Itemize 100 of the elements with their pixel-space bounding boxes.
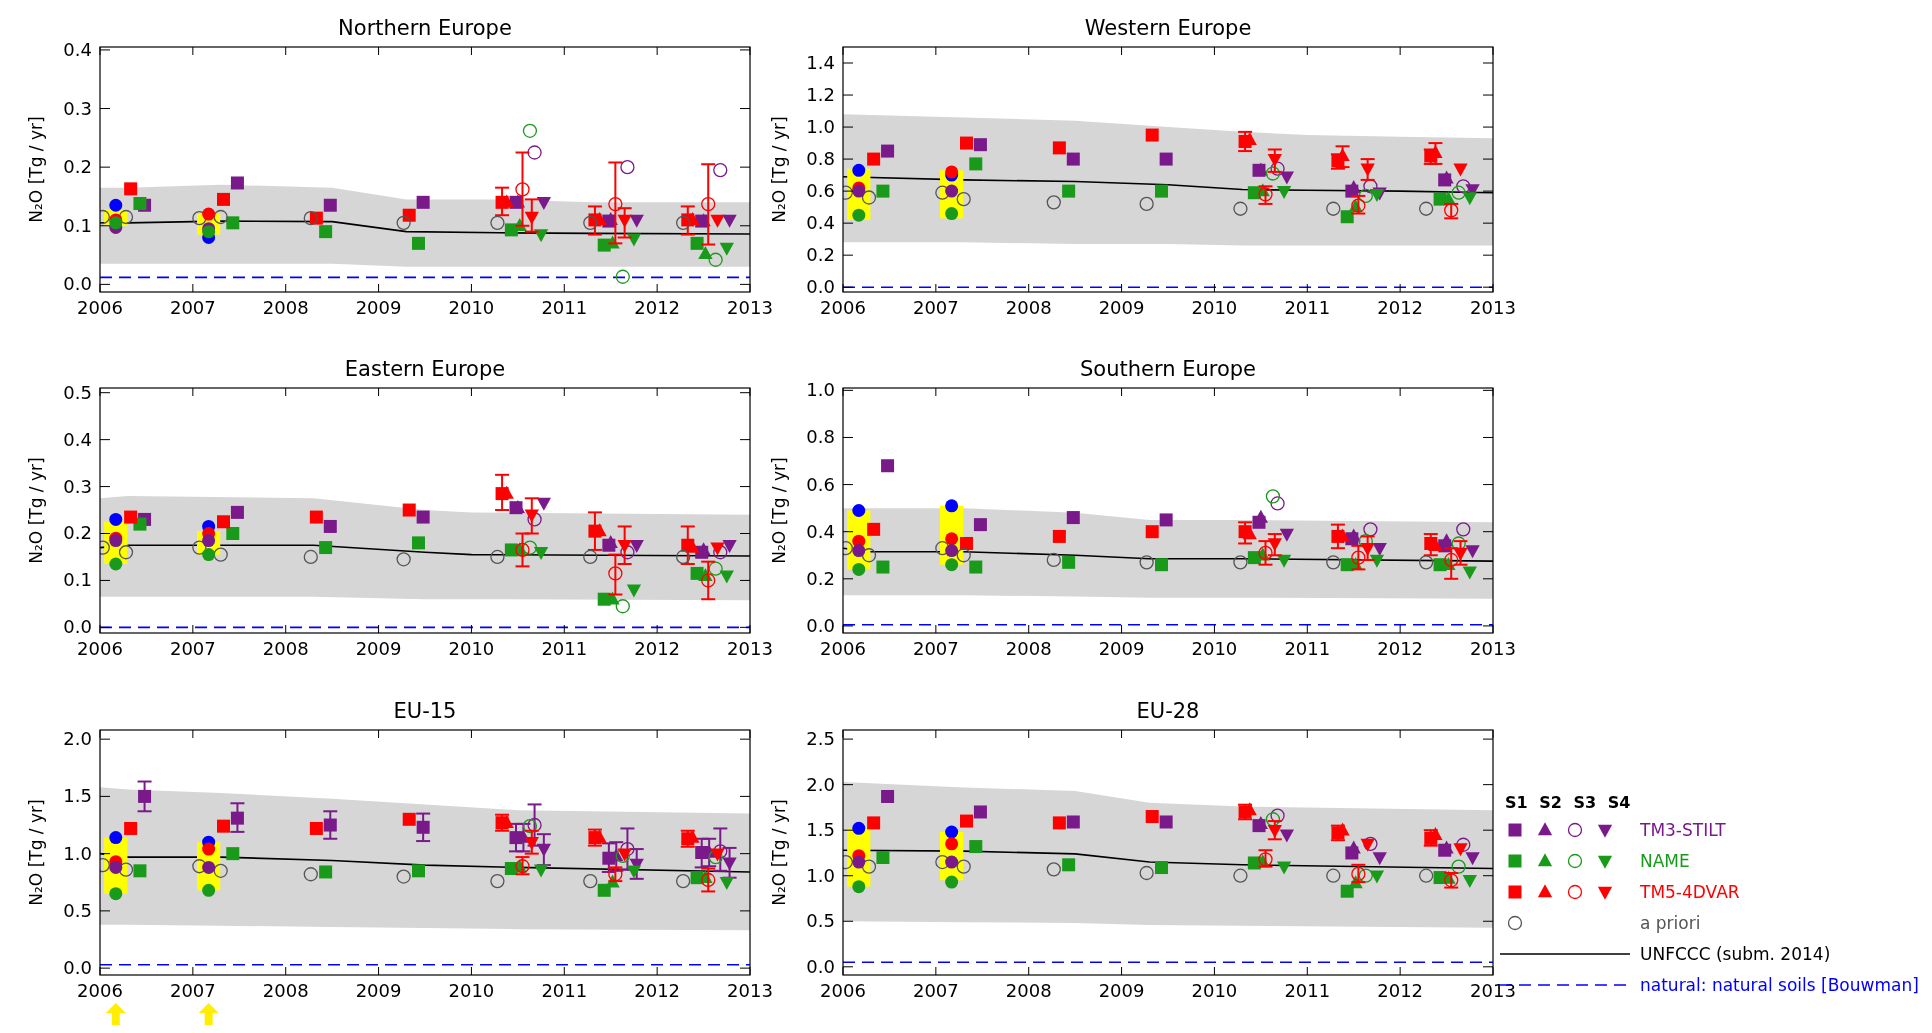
point bbox=[675, 873, 691, 889]
point bbox=[319, 225, 333, 239]
x-tick-label: 2013 bbox=[727, 980, 773, 1001]
chart-title: EU-15 bbox=[393, 699, 457, 723]
point bbox=[690, 236, 704, 250]
point bbox=[1451, 536, 1466, 551]
point bbox=[713, 162, 728, 178]
point bbox=[1276, 185, 1292, 199]
point bbox=[1265, 166, 1281, 181]
point bbox=[412, 536, 425, 550]
point bbox=[629, 214, 644, 228]
point bbox=[1265, 489, 1281, 504]
point bbox=[945, 558, 959, 572]
point bbox=[133, 197, 147, 210]
point bbox=[701, 872, 716, 888]
point bbox=[1279, 829, 1295, 843]
y-tick-label: 0.5 bbox=[806, 910, 835, 932]
point bbox=[109, 198, 123, 212]
point bbox=[1462, 566, 1477, 580]
point bbox=[881, 459, 895, 473]
x-tick-label: 2010 bbox=[448, 980, 495, 1001]
point bbox=[133, 864, 147, 878]
point bbox=[608, 196, 623, 212]
point bbox=[138, 789, 152, 803]
y-tick-label: 0.6 bbox=[806, 473, 835, 495]
x-tick-label: 2011 bbox=[1284, 638, 1331, 659]
point bbox=[1326, 555, 1341, 570]
x-tick-label: 2007 bbox=[169, 980, 216, 1001]
point bbox=[852, 544, 866, 558]
point bbox=[230, 505, 244, 519]
point bbox=[217, 819, 230, 833]
point bbox=[192, 540, 207, 555]
point bbox=[861, 548, 877, 563]
point bbox=[861, 859, 877, 874]
y-tick-label: 1.4 bbox=[806, 52, 835, 74]
x-tick-label: 2011 bbox=[541, 638, 588, 659]
point bbox=[192, 859, 207, 874]
x-tick-label: 2010 bbox=[448, 638, 495, 659]
x-tick-label: 2007 bbox=[912, 980, 959, 1001]
point bbox=[1052, 816, 1066, 830]
x-tick-label: 2007 bbox=[912, 638, 959, 659]
x-tick-label: 2007 bbox=[169, 638, 216, 659]
point bbox=[1465, 545, 1480, 559]
point bbox=[935, 541, 950, 556]
x-tick-label: 2013 bbox=[727, 638, 773, 659]
point bbox=[1276, 554, 1292, 568]
point bbox=[1267, 153, 1282, 167]
point bbox=[617, 540, 632, 554]
point bbox=[230, 176, 244, 190]
point bbox=[1139, 555, 1154, 570]
point bbox=[1456, 179, 1471, 194]
point bbox=[881, 144, 895, 158]
point bbox=[583, 215, 598, 230]
point bbox=[945, 207, 959, 221]
point bbox=[213, 209, 228, 225]
y-tick-label: 2.0 bbox=[806, 773, 835, 795]
y-axis-title: N₂O [Tg / yr] bbox=[26, 799, 46, 906]
point bbox=[1418, 555, 1434, 570]
point bbox=[876, 851, 890, 865]
y-tick-label: 0.4 bbox=[63, 428, 92, 450]
point bbox=[524, 211, 539, 225]
x-tick-label: 2006 bbox=[820, 638, 866, 659]
point bbox=[1145, 810, 1159, 824]
point bbox=[1351, 550, 1366, 565]
point bbox=[1360, 542, 1375, 556]
point bbox=[527, 512, 542, 527]
point bbox=[490, 549, 505, 565]
point bbox=[698, 246, 713, 260]
point bbox=[522, 540, 538, 555]
point bbox=[1270, 496, 1285, 511]
point bbox=[620, 841, 635, 857]
y-tick-label: 0.0 bbox=[806, 955, 835, 977]
x-tick-label: 2013 bbox=[1470, 980, 1516, 1001]
point bbox=[1358, 868, 1373, 883]
y-tick-label: 0.3 bbox=[63, 97, 92, 119]
point bbox=[1418, 201, 1434, 216]
point bbox=[1453, 843, 1468, 857]
x-tick-label: 2006 bbox=[77, 980, 123, 1001]
point bbox=[533, 547, 549, 561]
point bbox=[629, 540, 644, 554]
y-tick-label: 0.2 bbox=[806, 567, 835, 589]
point bbox=[1139, 865, 1154, 881]
point bbox=[490, 215, 505, 230]
point bbox=[319, 865, 333, 879]
point bbox=[527, 817, 542, 833]
point bbox=[1456, 837, 1471, 852]
point bbox=[402, 812, 416, 826]
y-tick-label: 1.0 bbox=[63, 842, 92, 864]
point bbox=[945, 875, 959, 889]
text: a priori bbox=[1640, 913, 1701, 933]
point bbox=[876, 184, 890, 198]
y-tick-label: 0.0 bbox=[63, 616, 92, 638]
point bbox=[583, 873, 598, 889]
x-tick-label: 2006 bbox=[820, 297, 866, 318]
y-tick-label: 2.0 bbox=[63, 728, 92, 750]
point bbox=[213, 547, 228, 562]
x-tick-label: 2007 bbox=[912, 297, 959, 318]
y-tick-label: 0.1 bbox=[63, 569, 92, 591]
x-tick-label: 2009 bbox=[1098, 297, 1145, 318]
point bbox=[1052, 141, 1066, 155]
